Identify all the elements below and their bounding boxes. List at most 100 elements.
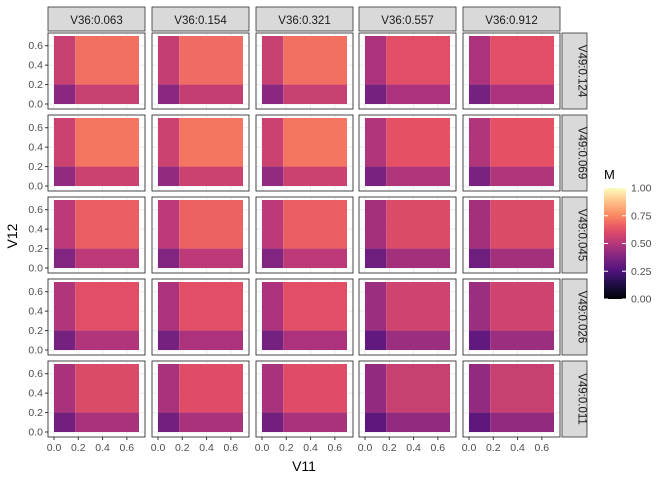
heatmap-cell — [262, 36, 284, 85]
heatmap-cell — [469, 330, 491, 350]
y-tick-label: 0.0 — [28, 427, 43, 439]
heatmap-cell — [75, 248, 139, 268]
legend-label: 1.00 — [631, 183, 652, 195]
heatmap-cell — [179, 84, 243, 104]
x-tick-label: 0.2 — [382, 442, 397, 454]
heatmap-cell — [469, 118, 491, 167]
heatmap-cell — [54, 282, 76, 331]
heatmap-cell — [490, 84, 554, 104]
y-tick-label: 0.2 — [28, 325, 43, 337]
heatmap-cell — [386, 84, 450, 104]
heatmap-cell — [386, 282, 450, 331]
y-tick-label: 0.6 — [28, 368, 43, 380]
axes: 0.0 0.2 0.4 0.6 0.0 0.2 0.4 0.6 0.0 0.2 0.4 0.6 0.0 0… — [28, 40, 549, 454]
y-tick-label: 0.6 — [28, 40, 43, 52]
panel-border — [358, 114, 457, 192]
x-tick-label: 0.4 — [199, 442, 214, 454]
heatmap-cell — [75, 166, 139, 186]
heatmap-cell — [490, 282, 554, 331]
legend-title: M — [604, 167, 615, 182]
heatmap-cell — [283, 330, 347, 350]
x-tick-label: 0.0 — [47, 442, 62, 454]
y-axis-title: V12 — [4, 223, 20, 248]
heatmap-cell — [158, 282, 180, 331]
heatmap-cell — [262, 248, 284, 268]
y-tick-label: 0.4 — [28, 224, 43, 236]
heatmap-cell — [386, 330, 450, 350]
legend-label: 0.25 — [631, 266, 652, 278]
facet-column-label: V36:0.154 — [174, 15, 227, 27]
heatmap-cell — [283, 412, 347, 432]
facet-row-label: V49:0.069 — [576, 127, 588, 179]
heatmap-cell — [158, 412, 180, 432]
heatmap-cell — [179, 166, 243, 186]
x-axis-title: V11 — [292, 458, 316, 474]
facet-column-strip — [255, 6, 354, 32]
x-tick-label: 0.2 — [486, 442, 501, 454]
x-tick-label: 0.4 — [95, 442, 110, 454]
heatmap-cell — [262, 330, 284, 350]
heatmap-cell — [283, 118, 347, 167]
heatmap-cell — [469, 84, 491, 104]
panel-border — [255, 360, 354, 438]
heatmap-cell — [386, 364, 450, 413]
y-tick-label: 0.4 — [28, 388, 43, 400]
heatmap-cell — [365, 36, 387, 85]
heatmap-cell — [386, 118, 450, 167]
heatmap-cell — [262, 118, 284, 167]
panel-border — [462, 114, 561, 192]
panel-border — [47, 360, 146, 438]
heatmap-cell — [158, 118, 180, 167]
facet-column-label: V36:0.321 — [278, 15, 330, 27]
x-tick-label: 0.4 — [303, 442, 318, 454]
y-tick-label: 0.0 — [28, 263, 43, 275]
heatmap-cell — [75, 412, 139, 432]
heatmap-cell — [386, 248, 450, 268]
y-tick-label: 0.6 — [28, 204, 43, 216]
heatmap-cell — [158, 36, 180, 85]
heatmap-cell — [54, 200, 76, 249]
heatmap-cell — [179, 36, 243, 85]
panel-border — [47, 196, 146, 274]
panel-border — [47, 278, 146, 356]
heatmap-cell — [262, 364, 284, 413]
panel-border — [358, 196, 457, 274]
panel-border — [358, 32, 457, 110]
heatmap-cell — [490, 364, 554, 413]
x-tick-label: 0.2 — [175, 442, 190, 454]
x-tick-label: 0.6 — [120, 442, 135, 454]
y-tick-label: 0.2 — [28, 243, 43, 255]
panel-border — [151, 360, 250, 438]
facet-row-label: V49:0.011 — [576, 373, 588, 425]
heatmap-cell — [75, 36, 139, 85]
y-tick-label: 0.0 — [28, 181, 43, 193]
heatmap-cell — [75, 118, 139, 167]
heatmap-cell — [365, 118, 387, 167]
facet-column-strip — [358, 6, 457, 32]
panel-border — [151, 196, 250, 274]
y-tick-label: 0.6 — [28, 122, 43, 134]
x-tick-label: 0.0 — [255, 442, 270, 454]
panel-border — [255, 196, 354, 274]
heatmap-cell — [386, 412, 450, 432]
x-tick-label: 0.6 — [224, 442, 239, 454]
legend-colorbar — [604, 188, 626, 299]
panel-border — [151, 32, 250, 110]
heatmap-cell — [469, 166, 491, 186]
facet-row-strip — [561, 196, 588, 274]
facet-row-strip — [561, 32, 588, 110]
heatmap-cell — [283, 364, 347, 413]
heatmap-cell — [262, 84, 284, 104]
heatmap-cell — [54, 248, 76, 268]
facet-row-label: V49:0.026 — [576, 291, 588, 343]
heatmap-cell — [179, 364, 243, 413]
panel-border — [151, 278, 250, 356]
heatmap-cell — [54, 412, 76, 432]
heatmap-cell — [158, 166, 180, 186]
panel-border — [151, 114, 250, 192]
heatmap-cell — [158, 330, 180, 350]
panel-border — [462, 360, 561, 438]
y-tick-label: 0.0 — [28, 345, 43, 357]
heatmap-cell — [490, 200, 554, 249]
panel-border — [47, 114, 146, 192]
